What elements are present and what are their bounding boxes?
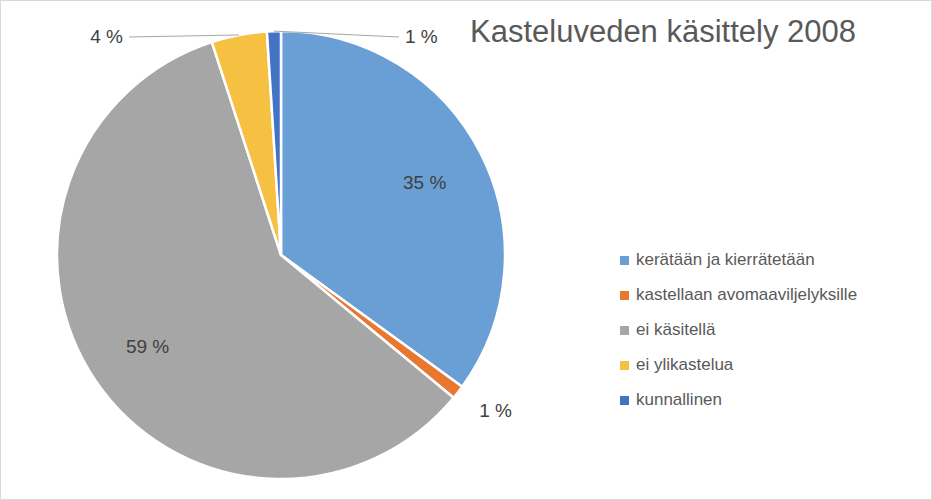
data-label: 1 % bbox=[405, 26, 438, 47]
legend-swatch bbox=[620, 291, 629, 300]
legend: kerätään ja kierrätetään kastellaan avoma… bbox=[620, 250, 857, 409]
data-label: 4 % bbox=[90, 26, 123, 47]
data-label: 1 % bbox=[479, 400, 512, 421]
legend-swatch bbox=[620, 326, 629, 335]
leader-line bbox=[274, 31, 399, 37]
leader-line bbox=[129, 35, 239, 37]
data-label: 59 % bbox=[126, 336, 169, 357]
slices bbox=[57, 31, 505, 479]
legend-swatch bbox=[620, 396, 629, 405]
legend-label: kerätään ja kierrätetään bbox=[636, 250, 815, 269]
frame bbox=[1, 1, 932, 500]
legend-swatch bbox=[620, 361, 629, 370]
legend-label: kunnallinen bbox=[636, 390, 722, 409]
legend-swatch bbox=[620, 256, 629, 265]
title: Kasteluveden käsittely 2008 bbox=[470, 14, 856, 49]
legend-label: ei ylikastelua bbox=[636, 355, 734, 374]
data-labels: 35 % 1 % 59 % 4 % 1 % bbox=[90, 26, 512, 421]
slice bbox=[212, 31, 281, 255]
legend-label: kastellaan avomaaviljelyksille bbox=[636, 285, 857, 304]
data-label: 35 % bbox=[403, 172, 446, 193]
slice bbox=[267, 31, 281, 255]
legend-label: ei käsitellä bbox=[636, 320, 716, 339]
chart: 35 % 1 % 59 % 4 % 1 % Kasteluveden käsittely … bbox=[0, 0, 932, 500]
